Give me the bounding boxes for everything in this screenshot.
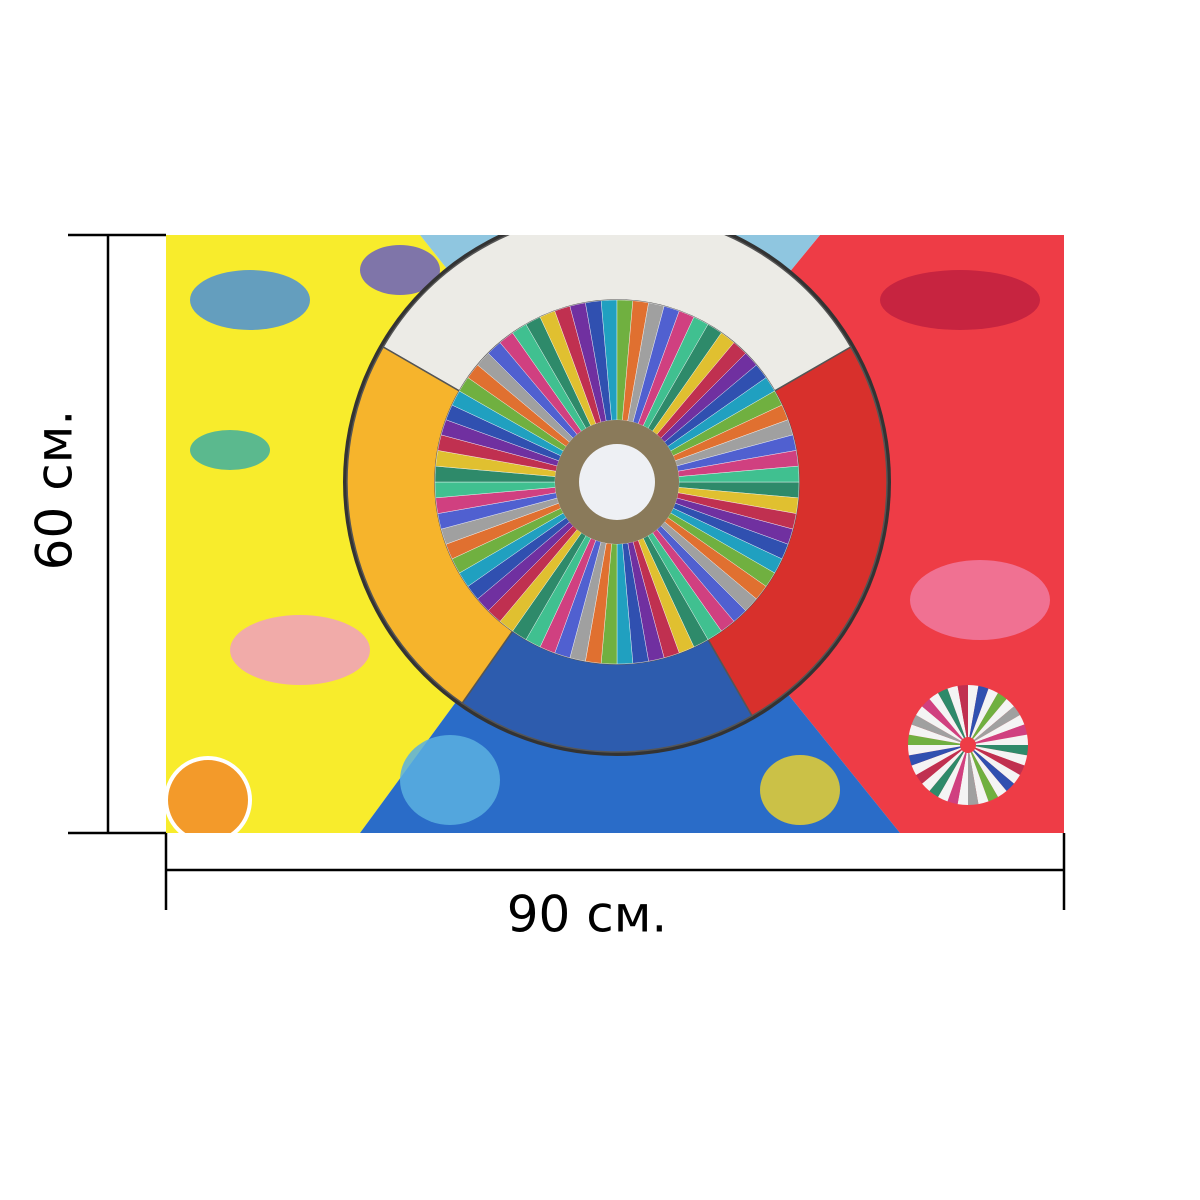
small-ray xyxy=(929,751,964,797)
small-ray xyxy=(911,747,962,775)
small-ray xyxy=(969,685,989,738)
small-ray xyxy=(922,750,963,791)
small-ray xyxy=(975,724,1028,744)
small-ray xyxy=(970,688,998,739)
small-ray xyxy=(908,734,961,745)
splash xyxy=(880,270,1040,330)
center-disc xyxy=(579,444,655,520)
small-ray xyxy=(922,699,963,740)
small-ray xyxy=(975,734,1028,745)
outer-ring xyxy=(346,235,888,753)
small-ray xyxy=(947,752,967,805)
small-ray xyxy=(974,749,1020,784)
small-ray xyxy=(908,745,961,756)
width-label: 90 см. xyxy=(507,886,668,944)
small-ray xyxy=(975,745,1028,756)
small-ray xyxy=(938,688,966,739)
orange-disc xyxy=(166,756,252,833)
small-ray xyxy=(970,751,998,802)
small-ray xyxy=(938,751,966,802)
painting xyxy=(166,235,1064,833)
small-ray xyxy=(908,724,961,744)
small-ray xyxy=(974,706,1020,741)
splash xyxy=(230,615,370,685)
splash xyxy=(190,430,270,470)
splash xyxy=(910,560,1050,640)
splash xyxy=(760,755,840,825)
splash xyxy=(360,245,440,295)
small-ray xyxy=(947,685,967,738)
small-ray xyxy=(968,752,979,805)
small-ray xyxy=(974,747,1025,775)
small-ray xyxy=(973,699,1014,740)
small-ray xyxy=(972,751,1007,797)
small-ray xyxy=(916,749,962,784)
small-wheel xyxy=(908,685,1028,805)
small-ray xyxy=(957,752,968,805)
small-ray xyxy=(908,746,961,766)
small-ray xyxy=(972,693,1007,739)
color-rays xyxy=(434,299,800,665)
small-ray xyxy=(916,706,962,741)
small-ray xyxy=(911,715,962,743)
splash xyxy=(400,735,500,825)
small-ray xyxy=(974,715,1025,743)
small-ray xyxy=(929,693,964,739)
small-ray xyxy=(975,746,1028,766)
small-ray xyxy=(973,750,1014,791)
height-label: 60 см. xyxy=(26,410,84,571)
small-ray xyxy=(968,685,979,738)
splash xyxy=(190,270,310,330)
small-ray xyxy=(957,685,968,738)
small-ray xyxy=(969,752,989,805)
